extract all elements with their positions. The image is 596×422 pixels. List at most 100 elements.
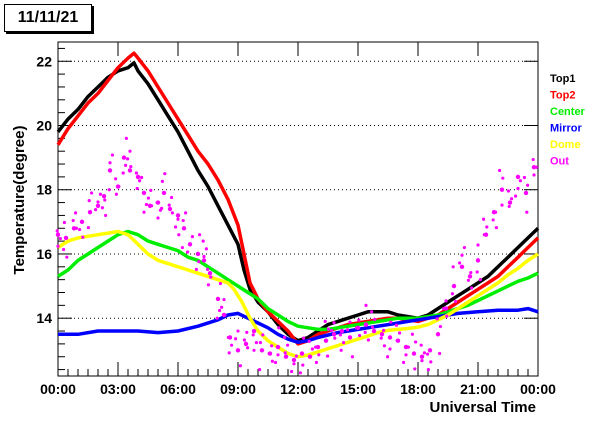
data-point [276,353,280,357]
data-point [444,299,448,303]
data-point [308,355,312,359]
data-point [466,278,470,282]
data-point [531,165,537,170]
x-axis-label: Universal Time [430,399,536,416]
data-point [243,341,249,347]
data-point [364,303,368,307]
y-tick-label: 22 [36,53,52,69]
data-point [124,163,128,167]
data-point [331,332,337,337]
data-point [267,351,271,356]
data-point [194,267,198,271]
axis-ticks [57,42,539,376]
data-point [96,200,100,204]
data-point [180,245,184,250]
data-point [218,281,222,286]
y-axis-label: Temperature(degree) [11,126,28,275]
data-point [531,157,535,162]
series-layer [55,51,540,375]
data-point [114,192,118,196]
data-point [246,346,250,350]
data-point [382,344,386,348]
data-point [410,332,414,336]
data-point [87,210,93,215]
data-point [443,306,449,311]
data-point [404,353,408,357]
data-point [167,203,171,207]
data-point [366,338,370,342]
series-dome [57,229,539,359]
data-point [332,321,336,325]
data-point [506,189,510,193]
data-point [419,343,423,347]
data-point [291,357,297,363]
data-point [90,191,94,195]
data-point [215,316,219,320]
legend-entry: Top1 [550,73,575,85]
data-point [117,184,121,189]
data-point [501,176,505,180]
x-tick-label: 06:00 [160,381,196,397]
data-point [523,190,529,196]
date-label: 11/11/21 [4,4,92,32]
x-tick-label: 21:00 [460,381,496,397]
data-point [197,260,201,264]
data-point [101,193,107,199]
data-point [150,204,154,208]
data-point [426,352,430,356]
data-point [379,332,385,337]
data-point [104,213,108,218]
data-point [74,211,78,215]
data-point [510,197,514,201]
data-point [175,213,181,218]
x-tick-label: 18:00 [400,381,436,397]
data-point [161,190,167,196]
data-point [160,206,164,210]
data-point [507,204,511,209]
data-point [170,195,174,200]
data-point [258,341,262,345]
data-point [363,322,369,327]
data-point [414,340,418,344]
data-point [500,203,504,207]
data-point [238,364,242,368]
data-point [55,229,59,233]
data-point [277,326,281,330]
data-point [462,245,466,250]
data-point [290,369,294,374]
data-point [71,218,75,223]
series-out [55,136,539,375]
data-point [254,341,258,345]
legend-entry: Out [550,156,569,168]
data-point [299,351,305,356]
data-point [186,250,190,254]
data-point [209,275,213,279]
data-point [450,292,454,296]
data-point [395,339,399,343]
data-point [435,317,439,321]
data-point [292,362,296,366]
data-point [62,247,66,252]
data-point [438,324,442,329]
data-point [234,337,238,341]
data-point [135,174,141,180]
data-point [429,360,433,364]
y-tick-label: 16 [36,246,52,262]
data-point [475,258,481,263]
data-point [307,339,311,343]
data-point [261,333,265,337]
data-point [282,335,286,340]
data-point [223,313,227,317]
data-point [460,253,464,257]
data-point [315,344,321,350]
data-point [522,175,527,180]
data-point [476,243,480,247]
data-point [226,335,230,340]
legend-entry: Top2 [550,90,575,102]
data-point [386,355,390,359]
data-point [230,343,234,347]
data-point [86,226,90,230]
data-point [298,371,302,375]
data-point [294,354,298,358]
data-point [55,232,61,237]
